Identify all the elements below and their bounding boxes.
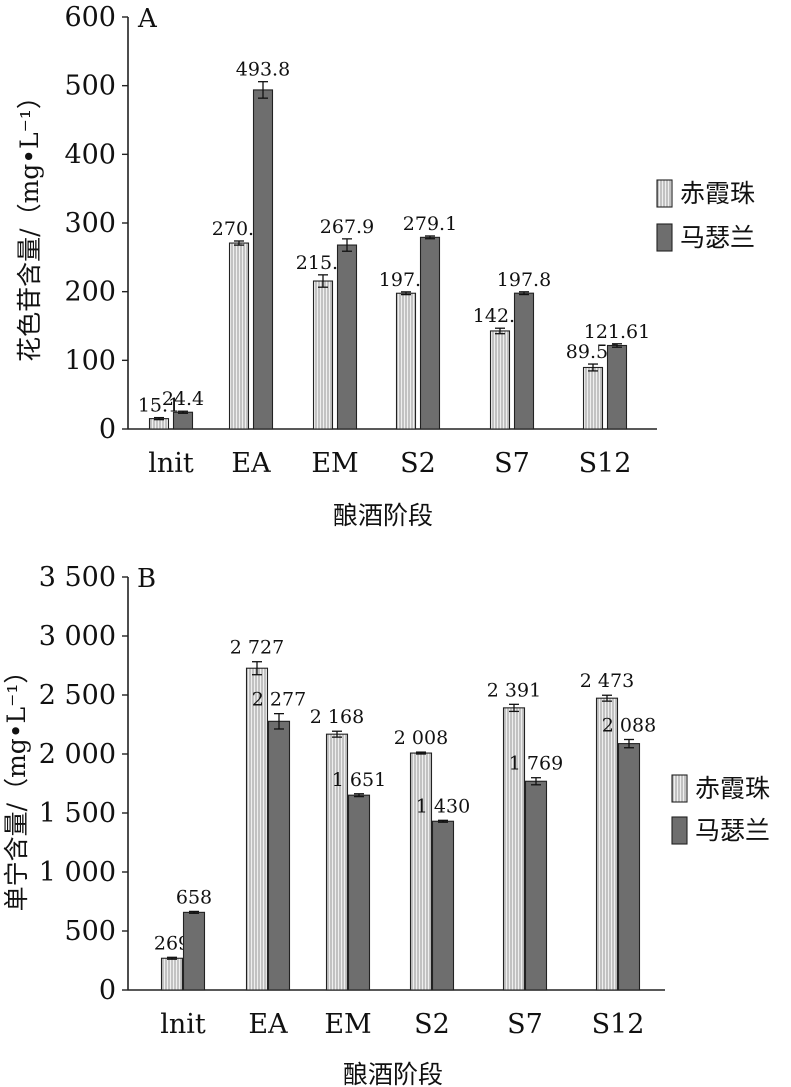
y-tick-label: 600 xyxy=(64,2,116,33)
data-label: 2 391 xyxy=(487,679,541,701)
data-label: 142.8 xyxy=(473,305,527,327)
legend-label: 马瑟兰 xyxy=(695,816,770,845)
x-category-label: EM xyxy=(311,448,358,479)
panel-label: B xyxy=(137,564,156,594)
bar-series-1 xyxy=(409,752,433,991)
data-label: 24.4 xyxy=(162,388,204,410)
bar-series-1 xyxy=(312,280,334,430)
x-category-label: S12 xyxy=(579,448,632,479)
x-category-label: S7 xyxy=(507,1009,543,1040)
y-tick-label: 2 000 xyxy=(39,739,116,770)
bar-series-2 xyxy=(347,794,371,991)
bar-series-2 xyxy=(252,89,274,430)
bar-series-1 xyxy=(489,330,511,430)
data-label: 658 xyxy=(176,886,212,908)
data-label: 197.8 xyxy=(497,269,551,291)
x-axis-title: 酿酒阶段 xyxy=(333,501,433,530)
data-label: 121.61 xyxy=(584,321,650,343)
data-label: 270.8 xyxy=(212,218,266,240)
x-category-label: S7 xyxy=(494,448,530,479)
y-tick-label: 3 500 xyxy=(39,562,116,593)
y-tick-label: 500 xyxy=(64,916,116,947)
y-tick-label: 100 xyxy=(64,345,116,376)
bar-series-2 xyxy=(267,720,291,991)
bar-series-2 xyxy=(172,411,194,430)
y-tick-label: 500 xyxy=(64,71,116,102)
y-axis-title: 花色苷含量/（mg•L⁻¹） xyxy=(15,84,44,362)
legend-label: 赤霞珠 xyxy=(680,179,755,208)
legend-label: 马瑟兰 xyxy=(680,223,755,252)
x-axis-title: 酿酒阶段 xyxy=(343,1060,443,1087)
data-label: 269 xyxy=(154,932,190,954)
data-label: 89.59 xyxy=(566,341,620,363)
data-label: 215.5 xyxy=(296,252,350,274)
data-label: 2 168 xyxy=(310,706,364,728)
bar-series-1 xyxy=(502,707,526,991)
panel-label: A xyxy=(137,4,158,34)
bar-series-1 xyxy=(582,366,604,430)
data-label: 267.9 xyxy=(320,216,374,238)
chart-panel-a: 0 100 200 300 400 500 600 lnit EA EM S2 S7 S12 15.1 27… xyxy=(15,2,755,530)
bar-series-2 xyxy=(431,820,455,991)
data-label: 2 277 xyxy=(252,689,306,711)
y-tick-label: 0 xyxy=(99,414,116,445)
legend-swatch xyxy=(656,223,673,252)
data-label: 1 430 xyxy=(416,795,470,817)
y-tick-label: 1 500 xyxy=(39,798,116,829)
bar-series-2 xyxy=(182,911,206,991)
x-category-label: lnit xyxy=(148,448,194,479)
bar-series-2 xyxy=(606,344,628,430)
legend-swatch xyxy=(671,816,688,845)
data-label: 197.7 xyxy=(379,269,433,291)
data-label: 493.8 xyxy=(236,59,290,81)
bar-series-1 xyxy=(595,697,619,991)
x-category-label: EM xyxy=(324,1009,371,1040)
bar-series-2 xyxy=(617,743,641,991)
x-category-label: S12 xyxy=(592,1009,645,1040)
data-label: 2 008 xyxy=(394,727,448,749)
bar-series-1 xyxy=(395,292,417,430)
data-label: 1 769 xyxy=(509,753,563,775)
y-tick-label: 400 xyxy=(64,139,116,170)
data-label: 279.1 xyxy=(403,213,457,235)
y-tick-label: 1 000 xyxy=(39,857,116,888)
y-axis-title: 单宁含量/（mg•L⁻¹） xyxy=(2,659,31,912)
legend-label: 赤霞珠 xyxy=(695,774,770,803)
legend-swatch xyxy=(671,774,688,803)
bar-series-1 xyxy=(160,957,184,991)
bar-series-2 xyxy=(524,780,548,991)
bar-series-1 xyxy=(245,667,269,991)
data-label: 15.1 xyxy=(138,395,180,417)
bar-series-2 xyxy=(419,236,441,430)
x-category-label: S2 xyxy=(400,448,436,479)
bar-series-1 xyxy=(228,242,250,430)
data-label: 2 088 xyxy=(602,714,656,736)
data-label: 1 651 xyxy=(332,769,386,791)
data-label: 2 473 xyxy=(580,670,634,692)
y-tick-label: 300 xyxy=(64,208,116,239)
data-label: 2 727 xyxy=(230,637,284,659)
bar-series-2 xyxy=(336,244,358,430)
x-category-label: S2 xyxy=(414,1009,450,1040)
x-category-label: lnit xyxy=(160,1009,206,1040)
x-category-label: EA xyxy=(231,448,271,479)
y-tick-label: 200 xyxy=(64,277,116,308)
x-category-label: EA xyxy=(248,1009,288,1040)
y-tick-label: 2 500 xyxy=(39,680,116,711)
bar-series-2 xyxy=(513,292,535,430)
chart-panel-b: 0 500 1 000 1 500 2 000 2 500 3 000 3 500 lnit EA… xyxy=(2,562,770,1087)
y-tick-label: 0 xyxy=(99,975,116,1006)
legend-swatch xyxy=(656,179,673,208)
y-tick-label: 3 000 xyxy=(39,621,116,652)
